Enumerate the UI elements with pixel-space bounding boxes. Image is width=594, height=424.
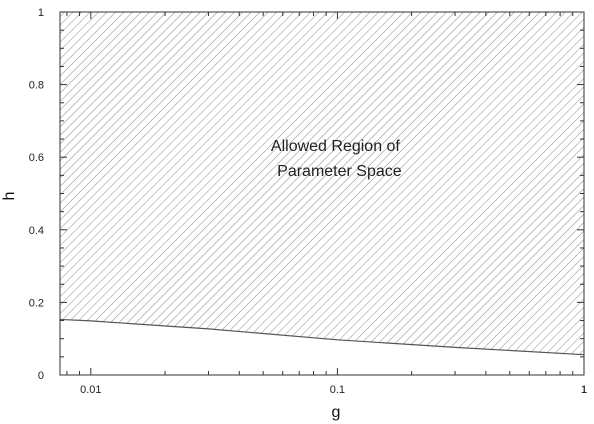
annotation-line-1: Allowed Region of bbox=[271, 138, 401, 155]
boundary-curve bbox=[59, 318, 585, 356]
y-axis-ticks: 0 0.2 0.4 0.6 0.8 1 bbox=[29, 7, 584, 382]
y-axis-label: h bbox=[1, 192, 18, 201]
x-tick-label: 1 bbox=[581, 384, 587, 396]
y-tick-label: 0 bbox=[38, 370, 44, 382]
plot-area bbox=[59, 11, 585, 376]
y-tick-label: 0.4 bbox=[29, 225, 44, 237]
annotation-line-2: Parameter Space bbox=[277, 163, 402, 180]
allowed-region-hatch bbox=[60, 12, 584, 355]
x-tick-label: 0.1 bbox=[330, 384, 345, 396]
y-tick-label: 0.2 bbox=[29, 297, 44, 309]
x-axis-ticks: 0.01 0.1 1 bbox=[66, 12, 587, 396]
x-axis-label: g bbox=[332, 404, 341, 421]
y-tick-label: 1 bbox=[38, 7, 44, 19]
y-tick-label: 0.8 bbox=[29, 80, 44, 92]
x-tick-label: 0.01 bbox=[80, 384, 101, 396]
y-tick-label: 0.6 bbox=[29, 152, 44, 164]
x-tick-label-corner: 1 bbox=[581, 384, 587, 396]
